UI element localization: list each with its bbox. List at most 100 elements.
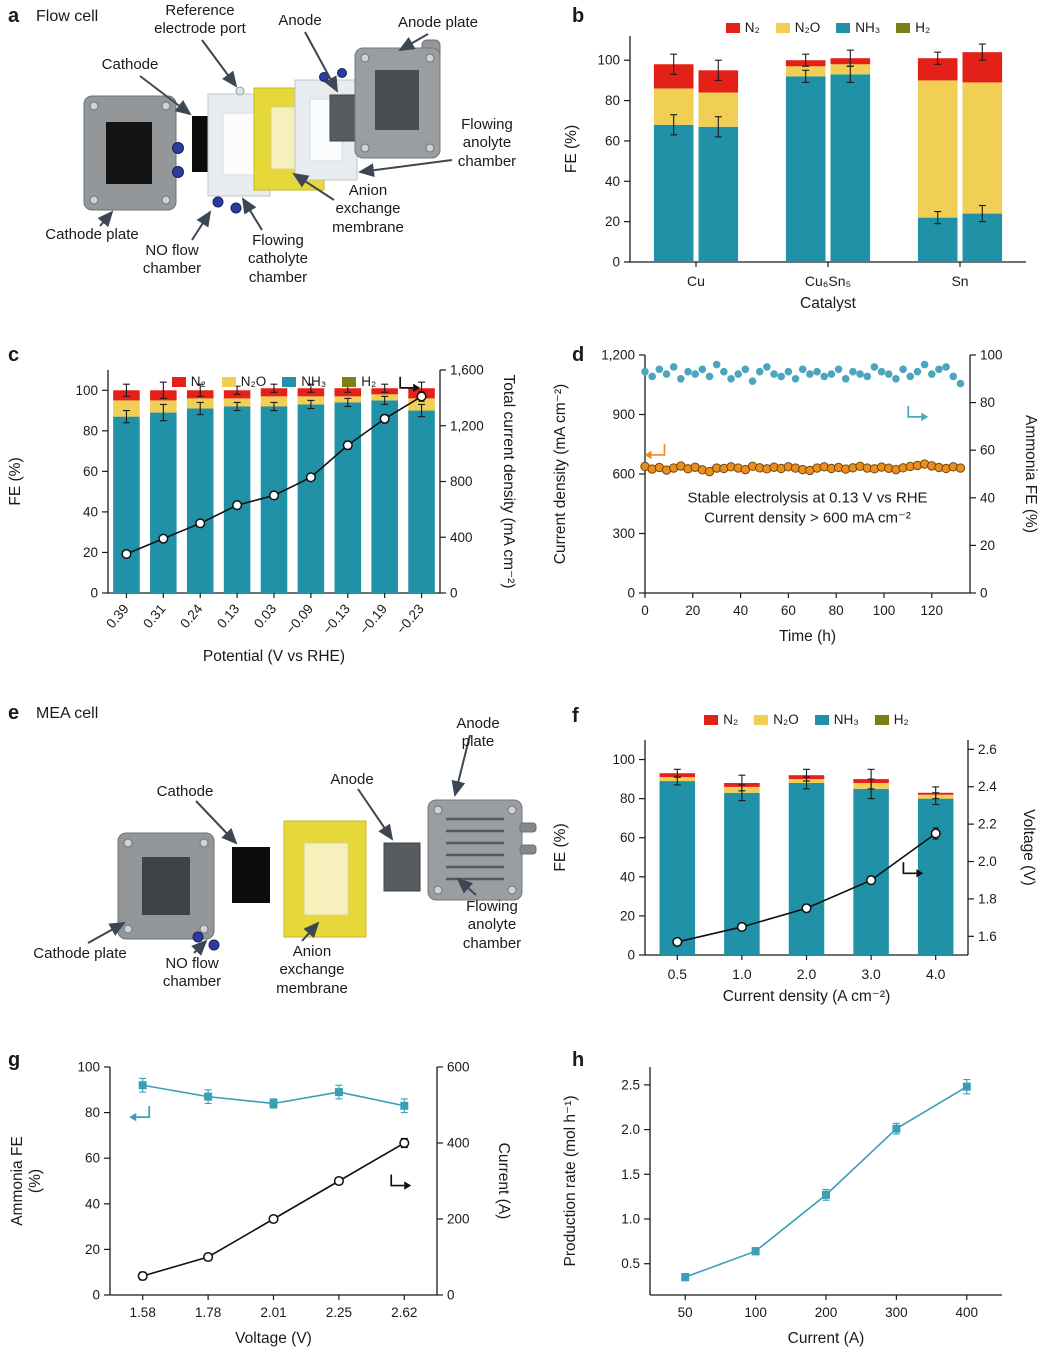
svg-text:4.0: 4.0: [926, 966, 946, 982]
label-cathode-plate: Cathode plate: [45, 226, 139, 243]
legend-item-N2O: N₂O: [754, 712, 799, 727]
chart-svg-h: 0.5 1.0 1.5 2.0 2.5 Production rate (mol h⁻¹)…: [562, 1067, 1002, 1347]
chart-svg-g: 0 20 40 60 80 100 Ammonia FE (%) 0 200 400 600 Curre…: [9, 1060, 512, 1348]
plot-body: [681, 1078, 971, 1282]
svg-text:80: 80: [620, 791, 635, 806]
panel-h: h 0.5 1.0 1.5 2.0 2.5 Production rate (mol h⁻…: [545, 1045, 1038, 1367]
label-arrows: [97, 31, 453, 241]
plot-body: [113, 381, 435, 593]
svg-text:100: 100: [612, 752, 635, 767]
svg-text:600: 600: [612, 467, 635, 482]
svg-text:120: 120: [920, 603, 943, 618]
legend-item-H2: H₂: [342, 374, 376, 389]
svg-text:80: 80: [85, 1105, 100, 1120]
svg-text:Production rate (mol h⁻¹): Production rate (mol h⁻¹): [562, 1096, 579, 1267]
svg-text:−0.13: −0.13: [320, 601, 353, 637]
svg-text:2.4: 2.4: [978, 779, 997, 794]
svg-text:Current (A): Current (A): [495, 1143, 512, 1220]
svg-text:100: 100: [873, 603, 896, 618]
svg-text:2.2: 2.2: [978, 817, 997, 832]
anode-plate-shape: [427, 799, 537, 901]
svg-text:0.03: 0.03: [251, 601, 279, 631]
svg-text:400: 400: [450, 530, 473, 545]
svg-text:200: 200: [815, 1305, 838, 1320]
label-cathode: Cathode: [156, 783, 214, 800]
plot-body: [659, 768, 954, 955]
label-flowing-catholyte-chamber: Flowing catholyte chamber: [247, 232, 309, 286]
panel-letter-h: h: [572, 1049, 585, 1071]
axis-pointer-arrow: [390, 1174, 412, 1190]
svg-text:1.78: 1.78: [195, 1305, 221, 1320]
legend-swatch-NH3: [814, 714, 829, 725]
legend-swatch-NH3: [282, 376, 297, 387]
membrane-shape: [283, 820, 367, 938]
panel-g: g 0 20 40 60 80 100 Ammonia FE (%) 0 200 400 600 Cur…: [0, 1045, 545, 1367]
svg-text:0.39: 0.39: [103, 601, 131, 631]
legend-swatch-N2: [704, 714, 719, 725]
svg-text:Sn: Sn: [951, 273, 968, 289]
label-flowing-anolyte-chamber: Flowing anolyte chamber: [462, 898, 522, 952]
svg-text:Ammonia FE: Ammonia FE: [9, 1136, 26, 1226]
svg-text:100: 100: [744, 1305, 767, 1320]
svg-text:1.0: 1.0: [732, 966, 752, 982]
legend-swatch-N2: [171, 376, 186, 387]
panel-d: d 0 300 600 900 1,200 Current density (mA cm⁻…: [545, 340, 1038, 690]
svg-text:Current density (mA cm⁻²): Current density (mA cm⁻²): [552, 384, 569, 564]
label-arrows: [87, 734, 477, 956]
plot-body: [137, 1077, 410, 1282]
svg-text:40: 40: [733, 603, 748, 618]
label-anode: Anode: [278, 12, 322, 29]
chart-c: 0 20 40 60 80 100 FE (%) 0 400 800 1,200 1,600 Total…: [0, 340, 545, 690]
svg-text:60: 60: [781, 603, 796, 618]
panel-letter-c: c: [8, 344, 20, 366]
overlay-line: [672, 827, 941, 947]
svg-text:20: 20: [85, 1242, 100, 1257]
chart-d: 0 300 600 900 1,200 Current density (mA cm⁻²)…: [545, 340, 1038, 690]
legend-swatch-N2O: [754, 714, 769, 725]
axes: 0 20 40 60 80 100 FE (%) 1.6 1.8 2.0 2.2 2.4 2.6 Volt…: [552, 740, 1037, 1005]
svg-text:−0.19: −0.19: [357, 601, 390, 637]
plot-body: [653, 43, 1003, 263]
svg-text:100: 100: [980, 348, 1003, 363]
svg-text:60: 60: [85, 1151, 100, 1166]
cathode-plate-shape: [83, 95, 184, 211]
svg-text:300: 300: [885, 1305, 908, 1320]
panel-letter-f: f: [572, 705, 579, 727]
svg-text:Potential (V vs RHE): Potential (V vs RHE): [203, 648, 345, 665]
svg-text:40: 40: [605, 174, 620, 189]
legend-item-NH3: NH₃: [814, 712, 859, 727]
svg-text:Ammonia FE (%): Ammonia FE (%): [1022, 415, 1038, 533]
svg-text:40: 40: [85, 1196, 100, 1211]
legend-item-N2: N₂: [704, 712, 738, 727]
svg-text:20: 20: [685, 603, 700, 618]
svg-text:1.5: 1.5: [621, 1167, 640, 1182]
svg-text:2.0: 2.0: [978, 854, 997, 869]
cathode-plate-shape: [117, 832, 220, 951]
axis-pointer-arrow: [399, 376, 421, 393]
svg-text:0: 0: [980, 586, 988, 601]
series-ammonia-fe: [138, 1077, 409, 1114]
svg-text:1,600: 1,600: [450, 363, 484, 378]
svg-text:600: 600: [447, 1060, 470, 1075]
svg-text:Current density > 600 mA cm⁻²: Current density > 600 mA cm⁻²: [704, 510, 911, 527]
legend-swatch-H2: [896, 22, 911, 33]
anode-plate-shape: [354, 39, 441, 159]
axes: 0.5 1.0 1.5 2.0 2.5 Production rate (mol h⁻¹)…: [562, 1067, 1002, 1347]
label-flowing-anolyte-chamber: Flowing anolyte chamber: [457, 116, 517, 170]
chart-legend: N₂ N₂O NH₃ H₂: [645, 712, 968, 727]
svg-text:Cu₆Sn₅: Cu₆Sn₅: [805, 273, 851, 289]
svg-text:1,200: 1,200: [450, 418, 484, 433]
svg-text:−0.23: −0.23: [393, 601, 426, 637]
axis-pointer-arrow: [902, 862, 924, 878]
svg-text:0: 0: [627, 948, 635, 963]
svg-text:80: 80: [83, 423, 98, 438]
series-current: [137, 1137, 410, 1282]
panel-b: b 0 20 40 60 80 100 FE (%) Cu Cu₆Sn₅ Sn Catalyst N₂…: [545, 0, 1038, 335]
svg-text:Voltage (V): Voltage (V): [1020, 809, 1037, 886]
legend-item-N2O: N₂O: [221, 374, 266, 389]
svg-text:0: 0: [450, 586, 458, 601]
series-production-rate: [681, 1078, 971, 1282]
legend-swatch-N2: [725, 22, 740, 33]
